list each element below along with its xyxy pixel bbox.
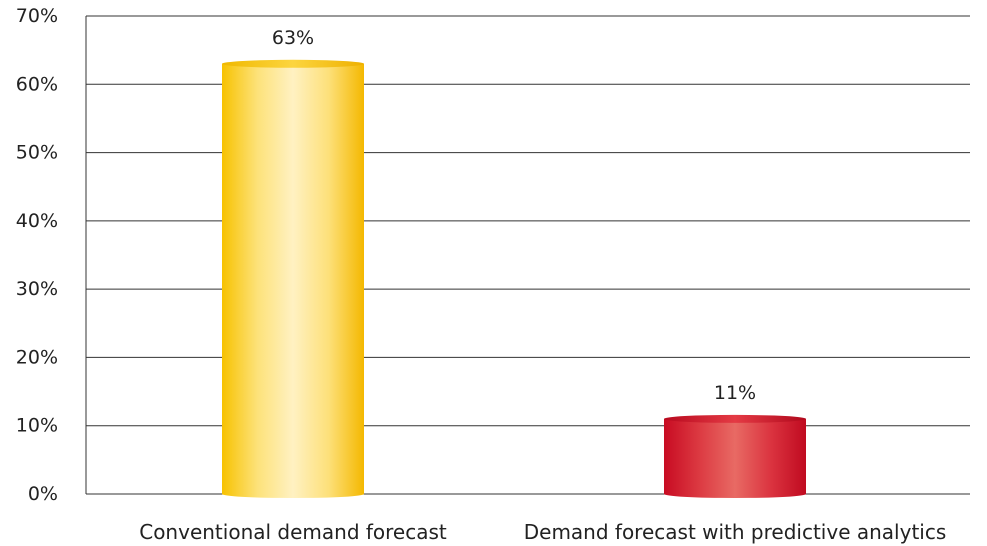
bar bbox=[664, 414, 806, 498]
bar-body bbox=[222, 63, 364, 499]
y-tick-label: 10% bbox=[16, 415, 58, 437]
y-tick-label: 70% bbox=[16, 5, 58, 27]
y-tick-label: 30% bbox=[16, 278, 58, 300]
y-tick-label: 50% bbox=[16, 142, 58, 164]
bar-body bbox=[664, 418, 806, 498]
category-label: Demand forecast with predictive analytic… bbox=[524, 520, 947, 544]
category-label: Conventional demand forecast bbox=[139, 520, 447, 544]
x-axis-category-labels: Conventional demand forecast Demand forec… bbox=[139, 520, 946, 544]
data-labels: 63% 11% bbox=[272, 27, 756, 404]
y-tick-label: 60% bbox=[16, 73, 58, 95]
gridlines bbox=[86, 15, 970, 495]
bar bbox=[222, 59, 364, 499]
y-tick-label: 20% bbox=[16, 346, 58, 368]
data-label: 63% bbox=[272, 27, 314, 49]
y-tick-label: 40% bbox=[16, 210, 58, 232]
bar-top bbox=[664, 414, 806, 423]
bar-top bbox=[222, 59, 364, 68]
y-axis-tick-labels: 0% 10% 20% 30% 40% 50% 60% 70% bbox=[16, 5, 58, 505]
bars bbox=[222, 59, 806, 499]
y-tick-label: 0% bbox=[28, 483, 58, 505]
data-label: 11% bbox=[714, 382, 756, 404]
